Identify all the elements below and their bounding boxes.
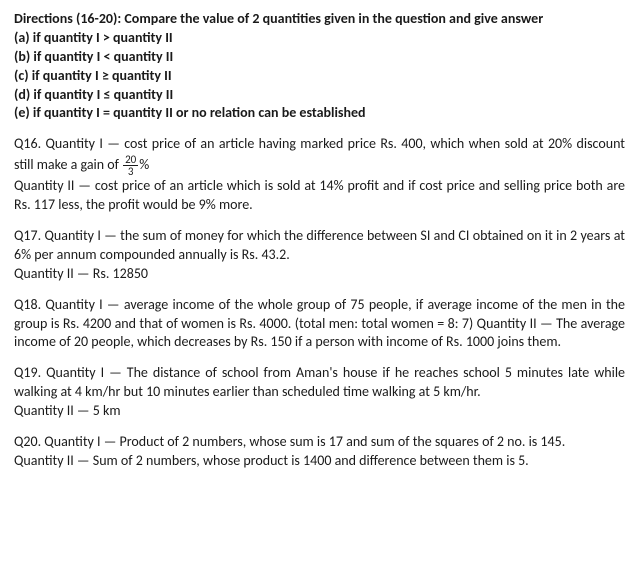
q18-line1: Q18. Quantity I — average income of the … [14, 296, 625, 353]
question-18: Q18. Quantity I — average income of the … [14, 296, 625, 353]
fraction-denominator: 3 [123, 166, 138, 177]
option-e: (e) if quantity I = quantity II or no re… [14, 104, 625, 123]
option-d: (d) if quantity I ≤ quantity II [14, 86, 625, 105]
q16-part1: Q16. Quantity I — cost price of an artic… [14, 135, 625, 173]
question-17: Q17. Quantity I — the sum of money for w… [14, 227, 625, 284]
directions-block: Directions (16-20): Compare the value of… [14, 10, 625, 123]
q17-line1: Q17. Quantity I — the sum of money for w… [14, 227, 625, 265]
q20-line1: Q20. Quantity I — Product of 2 numbers, … [14, 433, 625, 452]
fraction-icon: 203 [123, 154, 138, 177]
directions-title: Directions (16-20): Compare the value of… [14, 10, 625, 29]
q20-line2: Quantity II — Sum of 2 numbers, whose pr… [14, 452, 625, 471]
q19-line2: Quantity II — 5 km [14, 402, 625, 421]
option-b: (b) if quantity I < quantity II [14, 48, 625, 67]
page-content: Directions (16-20): Compare the value of… [0, 0, 639, 481]
question-16: Q16. Quantity I — cost price of an artic… [14, 135, 625, 215]
q16-part1b: % [139, 156, 149, 173]
question-19: Q19. Quantity I — The distance of school… [14, 364, 625, 421]
q19-line1: Q19. Quantity I — The distance of school… [14, 364, 625, 402]
q16-line2: Quantity II — cost price of an article w… [14, 177, 625, 215]
option-a: (a) if quantity I > quantity II [14, 29, 625, 48]
option-c: (c) if quantity I ≥ quantity II [14, 67, 625, 86]
question-20: Q20. Quantity I — Product of 2 numbers, … [14, 433, 625, 471]
q17-line2: Quantity II — Rs. 12850 [14, 265, 625, 284]
